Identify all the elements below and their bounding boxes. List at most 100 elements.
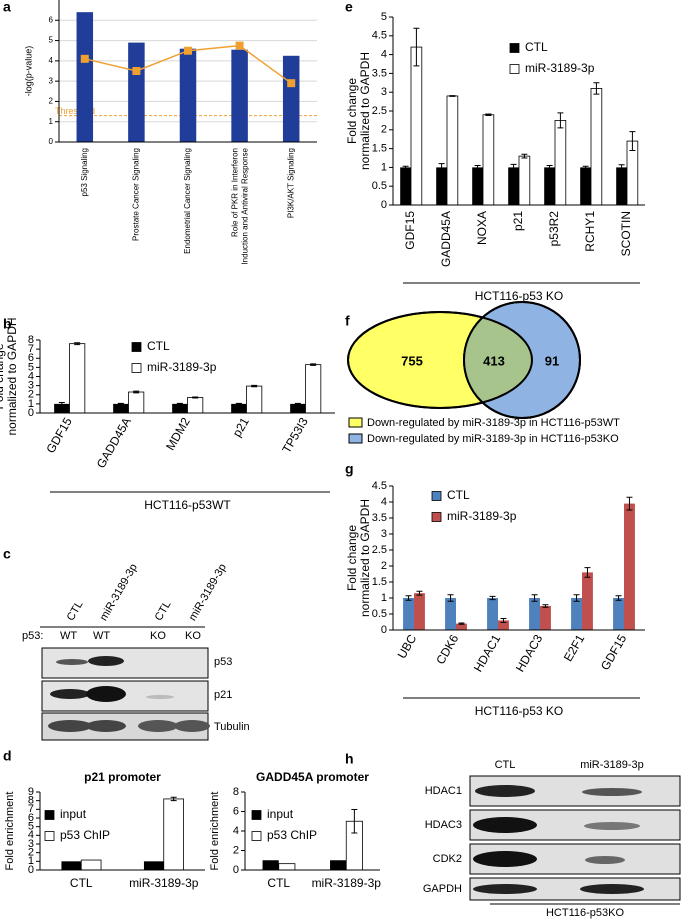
y-tick-label: 6 [233, 805, 239, 817]
bar [403, 598, 414, 630]
bar [580, 167, 591, 205]
bar [143, 861, 164, 870]
bar [400, 167, 411, 205]
error-bar [235, 402, 242, 405]
error-bar [573, 594, 580, 602]
bar [113, 403, 129, 413]
bar [290, 403, 306, 413]
x-tick-label: HDAC3 [513, 632, 546, 675]
error-bar [582, 165, 589, 170]
x-tick-label: HDAC1 [471, 632, 504, 675]
error-bar [542, 604, 549, 608]
bar [262, 860, 279, 870]
bar [246, 385, 263, 414]
error-bar [626, 496, 633, 511]
legend-label: miR-3189-3p [447, 509, 517, 523]
y-tick-label: 6 [28, 352, 34, 364]
error-bar [170, 796, 177, 802]
error-bar [618, 164, 625, 171]
y-tick-label: 1 [381, 592, 387, 604]
y-tick-label: 1 [28, 855, 34, 867]
error-bar [593, 82, 600, 95]
column-label: CTL [65, 599, 86, 623]
error-bar [74, 342, 81, 346]
y-tick-label: 3 [28, 838, 34, 850]
x-tick-label: p53R2 [547, 211, 561, 247]
y-tick-label: 8 [233, 786, 239, 798]
bar [613, 598, 624, 630]
row-label: p53 [214, 656, 232, 668]
blot-h: CTL miR-3189-3p HDAC1 HDAC3 CDK2 GAPDH H… [423, 759, 681, 919]
y-tick-label: 2 [381, 124, 387, 136]
genotype: WT [60, 630, 77, 642]
group-label: HCT116-p53 KO [475, 704, 563, 718]
bar [76, 12, 94, 142]
legend-label: CTL [525, 40, 548, 54]
chart-title: p21 promoter [84, 770, 161, 784]
y-tick-label: 0 [381, 199, 387, 211]
bar [590, 88, 603, 206]
row-label: p21 [214, 689, 232, 701]
bar [624, 503, 635, 630]
y-tick-label: 3.5 [372, 512, 387, 524]
panel-letter: c [3, 546, 11, 562]
x-tick-label: PI3K/AKT Signaling [286, 148, 295, 218]
legend-swatch [131, 342, 142, 352]
y-tick-label: 4 [233, 825, 239, 837]
y-tick-label: 5 [28, 361, 34, 373]
y-tick-label: 2.5 [372, 544, 387, 556]
column-label: CTL [153, 599, 174, 623]
error-bar [557, 112, 564, 129]
bar [187, 397, 204, 414]
legend-label: Down-regulated by miR-3189-3p in HCT116-… [367, 417, 620, 429]
legend-label: miR-3189-3p [147, 360, 217, 374]
band [86, 686, 126, 702]
x-tick-label: Induction and Antiviral Response [241, 147, 250, 264]
y-tick-label: 3 [381, 528, 387, 540]
line-marker [287, 79, 296, 88]
error-bar [133, 390, 140, 394]
genotype: WT [93, 630, 110, 642]
error-bar [485, 113, 492, 117]
error-bar [584, 567, 591, 578]
column-label: miR-3189-3p [187, 562, 229, 623]
y-tick-label: 2 [381, 560, 387, 572]
bar [518, 155, 531, 206]
legend-swatch [348, 417, 363, 428]
x-tick-label: MDM2 [163, 415, 193, 453]
genotype: KO [150, 630, 166, 642]
x-tick-label: Endometrial Cancer Signaling [183, 148, 192, 254]
legend-label: p53 ChIP [60, 828, 110, 842]
y-tick-label: 7 [28, 803, 34, 815]
error-bar [294, 402, 301, 405]
y-tick-label: 1 [381, 161, 387, 173]
y-tick-label: 2.5 [372, 105, 387, 117]
y-axis-label: normalized to GAPDH [5, 317, 19, 435]
x-tick-label: UBC [395, 632, 420, 661]
bar [54, 403, 70, 413]
band [584, 822, 640, 830]
legend-swatch [131, 363, 142, 373]
x-tick-label: CTL [267, 876, 290, 890]
error-bar [447, 594, 454, 602]
y-tick-label: 2 [28, 847, 34, 859]
bar [436, 167, 447, 205]
bar [487, 598, 498, 630]
x-tick-label: CTL [70, 876, 93, 890]
error-bar [192, 396, 199, 399]
y-tick-label: 6 [28, 812, 34, 824]
error-bar [531, 594, 538, 602]
y-axis-label: Fold enrichment [209, 792, 221, 871]
band [146, 695, 174, 699]
y-axis-label: -log(p-value) [23, 46, 33, 97]
y-tick-label: 4 [49, 56, 54, 65]
bar [540, 606, 551, 630]
panel-letter: g [345, 461, 354, 477]
band [48, 720, 92, 732]
x-tick-label: miR-3189-3p [129, 876, 199, 890]
bar [414, 593, 425, 630]
y-tick-label: 1.5 [372, 143, 387, 155]
venn-overlap [464, 312, 532, 408]
line-marker [132, 67, 141, 75]
x-tick-label: p21 [230, 415, 252, 440]
